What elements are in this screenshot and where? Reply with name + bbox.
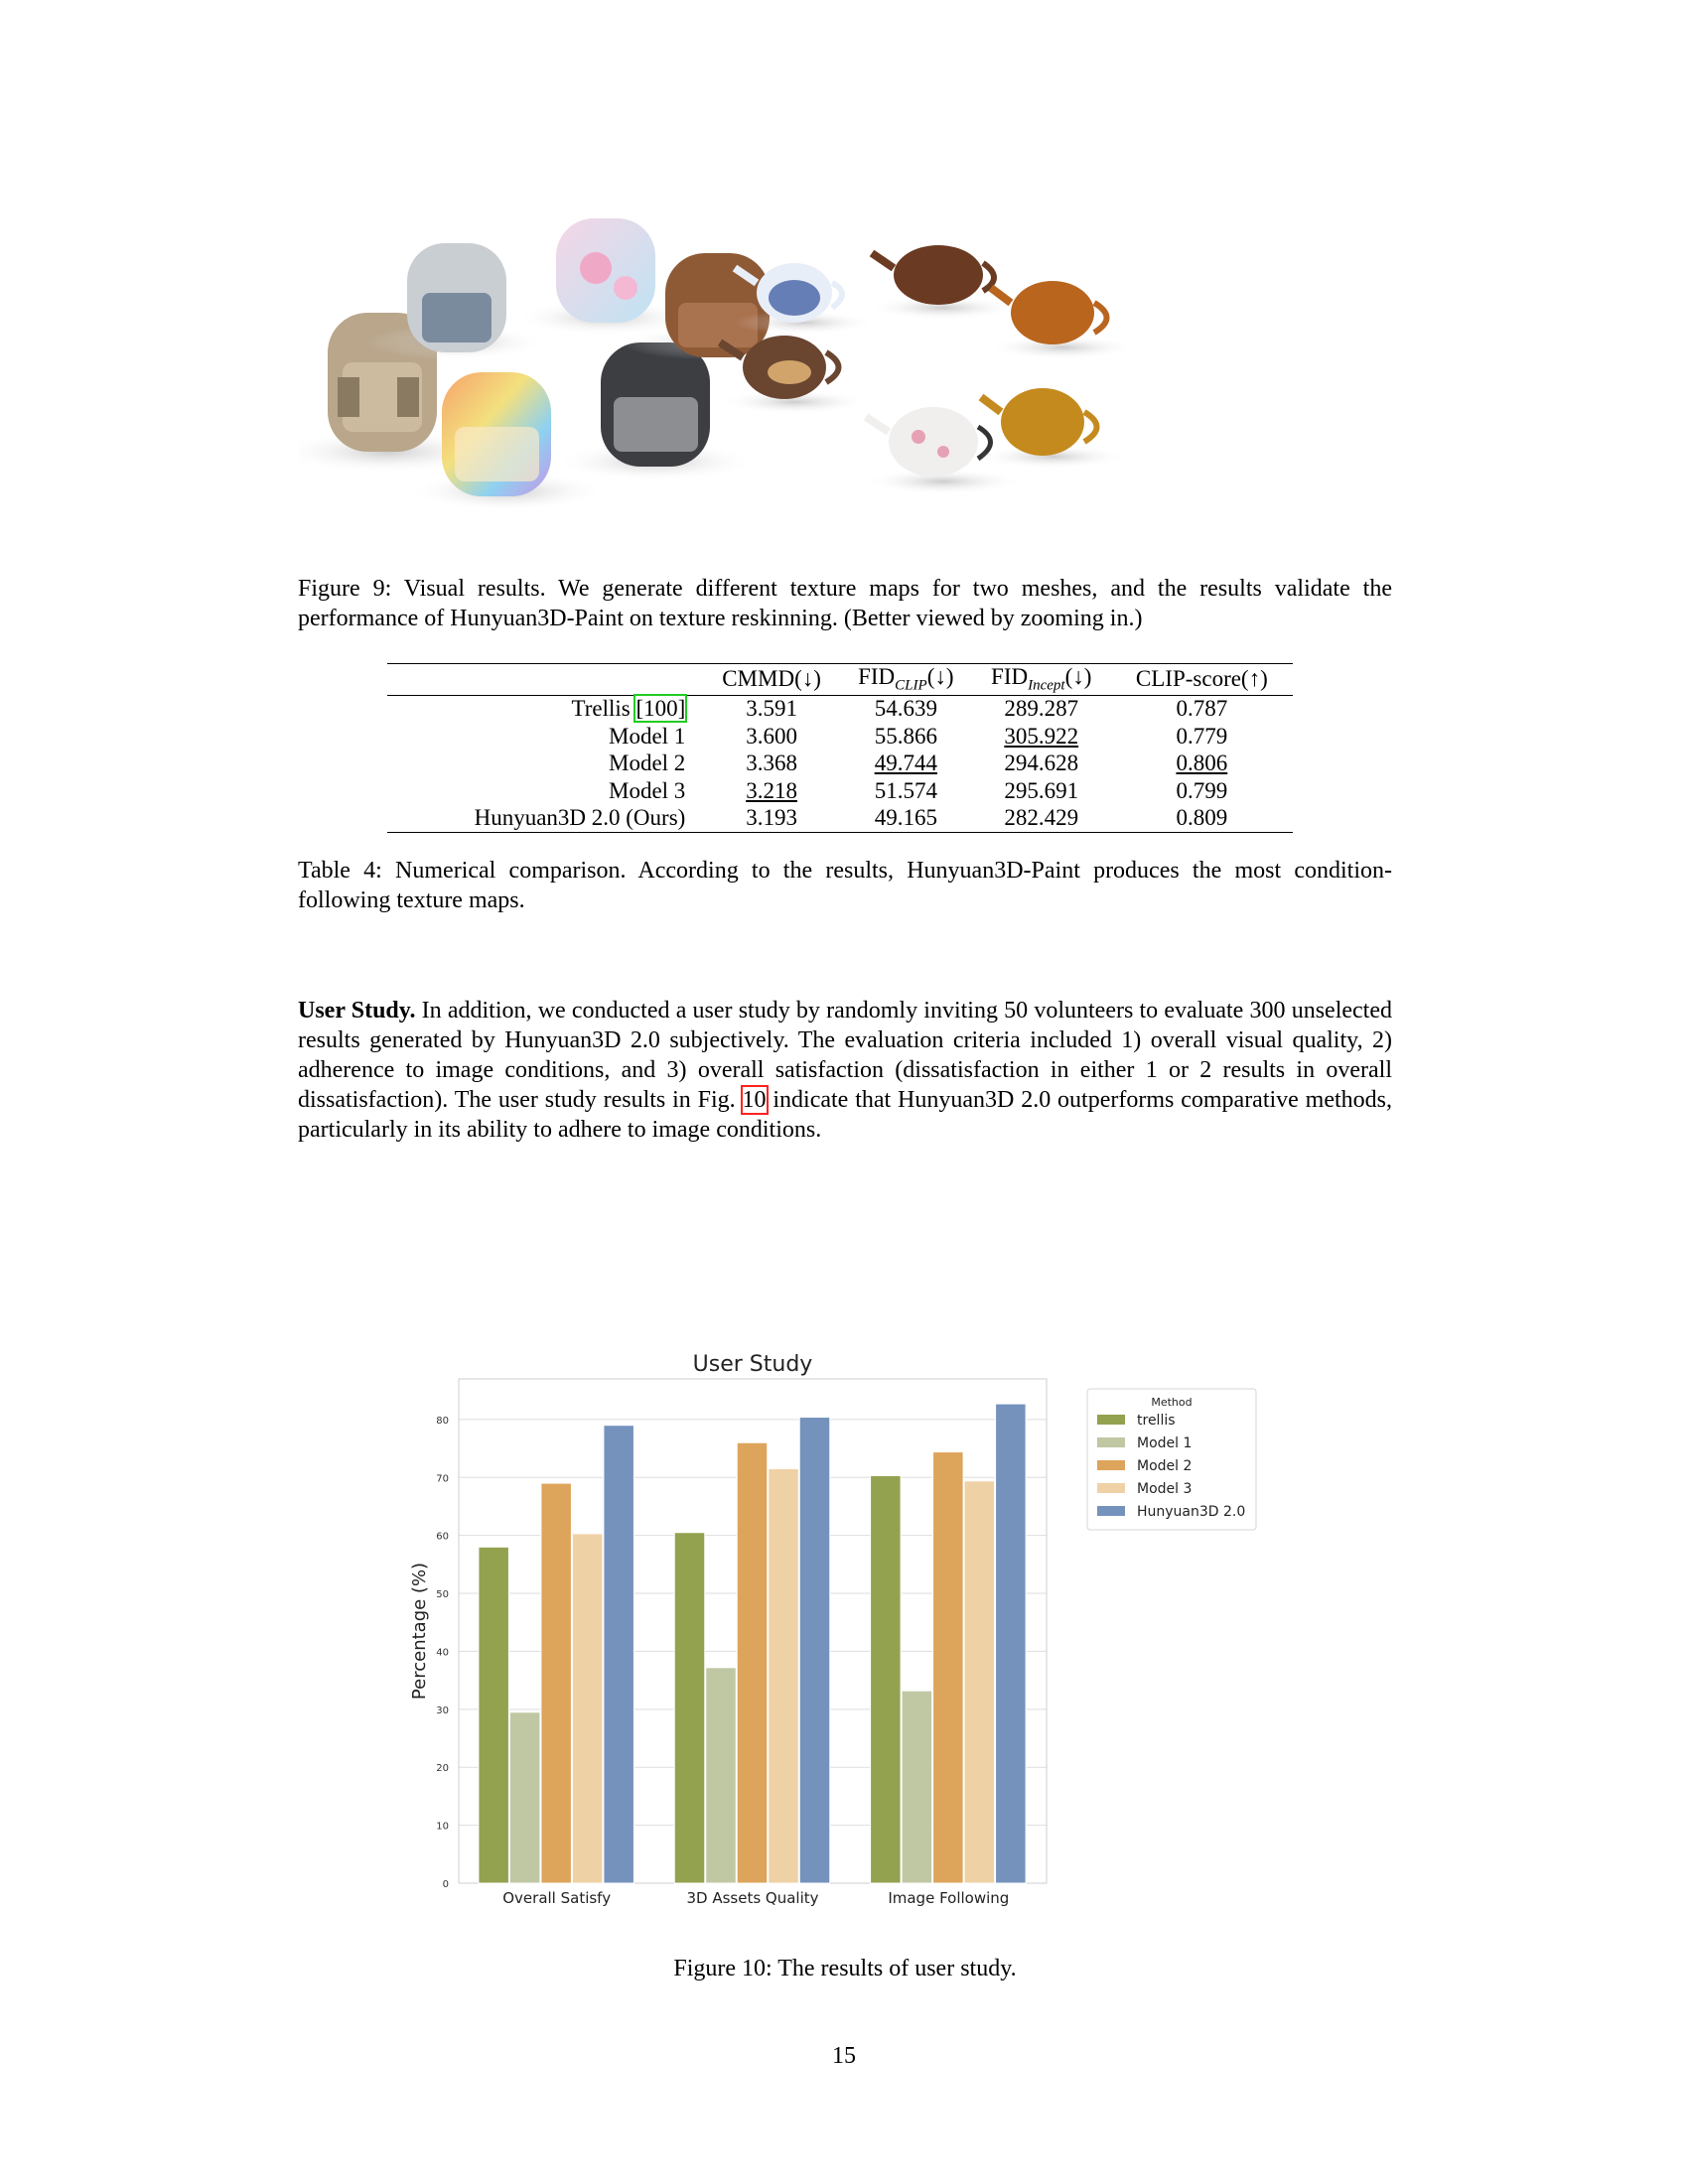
- legend-swatch: [1097, 1483, 1125, 1493]
- legend-item-label: Model 3: [1137, 1481, 1192, 1497]
- legend-item-label: Model 2: [1137, 1458, 1192, 1474]
- bar: [736, 1441, 769, 1884]
- backpack-grey-icon: [367, 243, 546, 360]
- backpack-brown-icon: [621, 253, 809, 360]
- citation-link[interactable]: [100]: [633, 694, 688, 724]
- header-fid-incept: FIDIncept(↓): [991, 664, 1092, 694]
- bar: [870, 1475, 902, 1884]
- teapot-painted-icon: [717, 336, 869, 414]
- bar: [932, 1451, 964, 1884]
- user-study-paragraph: User Study. In addition, we conducted a …: [298, 998, 1393, 1143]
- table-row: Model 1 3.600 55.866 305.922 0.779: [609, 723, 1228, 749]
- bar: [995, 1403, 1027, 1884]
- legend-title: Method: [1151, 1396, 1192, 1409]
- teapot-orange-icon: [988, 281, 1137, 359]
- bar: [901, 1690, 933, 1884]
- table-row: Hunyuan3D 2.0 (Ours) 3.193 49.165 282.42…: [387, 805, 1293, 833]
- y-tick-label: 60: [436, 1532, 449, 1543]
- x-tick-label: Overall Satisfy: [502, 1889, 611, 1907]
- y-tick-label: 50: [436, 1589, 449, 1600]
- table-row: Model 2 3.368 49.744 294.628 0.806: [609, 751, 1228, 776]
- y-tick-label: 80: [436, 1416, 449, 1427]
- x-tick-label: Image Following: [888, 1889, 1009, 1907]
- chart-title: User Study: [693, 1352, 813, 1377]
- page-number: 15: [832, 2043, 856, 2069]
- bar: [540, 1482, 572, 1884]
- teapot-gold-icon: [978, 388, 1127, 469]
- y-tick-label: 30: [436, 1706, 449, 1716]
- y-tick-label: 0: [443, 1879, 449, 1890]
- bar: [963, 1480, 996, 1884]
- legend-swatch: [1097, 1460, 1125, 1470]
- legend-swatch: [1097, 1506, 1125, 1516]
- backpack-floral-icon: [516, 218, 695, 336]
- bar: [768, 1468, 799, 1884]
- figure-10-caption: Figure 10: The results of user study.: [673, 1956, 1017, 1981]
- bar: [603, 1425, 634, 1884]
- x-tick-label: 3D Assets Quality: [686, 1889, 818, 1907]
- figure-9-caption: Figure 9: Visual results. We generate di…: [298, 576, 1392, 631]
- y-tick-label: 40: [436, 1647, 449, 1658]
- header-method: [387, 664, 703, 696]
- bar: [478, 1546, 509, 1884]
- backpack-black-icon: [556, 342, 755, 481]
- legend-swatch: [1097, 1415, 1125, 1425]
- user-study-chart: User Study 0 10 20 30 40 50 60 70 80 Percentage (%…: [409, 1352, 1257, 1907]
- legend-swatch: [1097, 1437, 1125, 1447]
- bar: [571, 1533, 604, 1884]
- table-4-caption: Table 4: Numerical comparison. According…: [298, 858, 1392, 913]
- y-tick-label: 20: [436, 1763, 449, 1774]
- legend-item-label: Model 1: [1137, 1435, 1192, 1451]
- results-table: CMMD(↓) FIDCLIP(↓) FIDIncept(↓) CLIP-sco…: [387, 663, 1293, 833]
- figure-9-image: [298, 218, 1137, 511]
- y-tick-label: 10: [436, 1822, 449, 1833]
- backpack-rainbow-icon: [407, 372, 606, 511]
- table-row: Trellis [100] 3.591 54.639 289.287 0.787: [571, 694, 1228, 724]
- header-fid-clip: FIDCLIP(↓): [858, 664, 954, 694]
- teapot-cherry-blossom-icon: [863, 407, 1023, 494]
- y-tick-label: 70: [436, 1473, 449, 1484]
- legend-item-label: Hunyuan3D 2.0: [1137, 1504, 1245, 1520]
- bar: [798, 1417, 831, 1884]
- paragraph-heading: User Study.: [298, 998, 416, 1024]
- legend-item-label: trellis: [1137, 1413, 1176, 1429]
- teapot-brown-icon: [869, 245, 1018, 320]
- bar: [705, 1667, 737, 1884]
- bar: [508, 1711, 541, 1884]
- header-clip-score: CLIP-score(↑): [1135, 666, 1268, 692]
- bar: [673, 1532, 706, 1884]
- y-axis-label: Percentage (%): [409, 1563, 430, 1700]
- teapot-blue-white-icon: [732, 263, 874, 335]
- table-row: Model 3 3.218 51.574 295.691 0.799: [609, 777, 1228, 803]
- header-cmmd: CMMD(↓): [722, 666, 821, 692]
- figure-ref-link[interactable]: 10: [740, 1085, 769, 1115]
- legend-box: [1086, 1388, 1257, 1531]
- table-header-row: CMMD(↓) FIDCLIP(↓) FIDIncept(↓) CLIP-sco…: [387, 663, 1293, 696]
